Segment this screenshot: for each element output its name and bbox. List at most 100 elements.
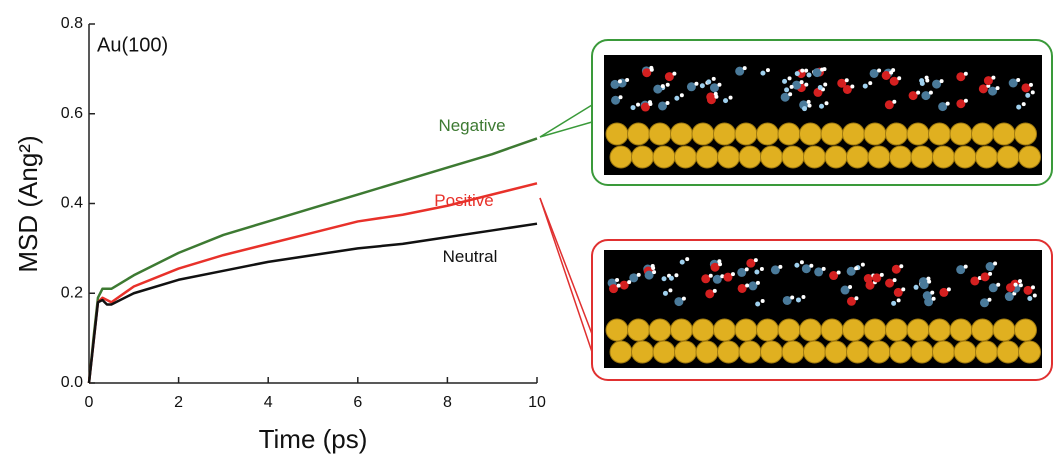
x-tick-label: 4 bbox=[264, 394, 273, 411]
gold-atom bbox=[675, 146, 697, 168]
molecule-atom bbox=[766, 68, 770, 72]
molecule-atom bbox=[729, 96, 733, 100]
gold-atom bbox=[632, 146, 654, 168]
molecule-atom bbox=[897, 76, 901, 80]
molecule-atom bbox=[901, 287, 905, 291]
molecule-atom bbox=[993, 262, 997, 266]
gold-atom bbox=[907, 319, 929, 341]
molecule-atom bbox=[651, 266, 655, 270]
gold-atom bbox=[972, 123, 994, 145]
molecule-atom bbox=[784, 87, 789, 92]
molecule-atom bbox=[804, 83, 808, 87]
gold-atom bbox=[886, 123, 908, 145]
molecule-atom bbox=[1029, 83, 1033, 87]
molecule-atom bbox=[745, 267, 749, 271]
gold-atom bbox=[997, 341, 1019, 363]
molecule-atom bbox=[807, 73, 812, 78]
molecule-atom bbox=[674, 273, 678, 277]
gold-atom bbox=[714, 123, 736, 145]
y-tick-label: 0.4 bbox=[61, 195, 83, 212]
molecule-atom bbox=[929, 91, 933, 95]
gold-atom bbox=[976, 146, 998, 168]
gold-atom bbox=[843, 123, 865, 145]
molecule-atom bbox=[754, 258, 758, 262]
molecule-atom bbox=[637, 273, 641, 277]
molecule-atom bbox=[988, 272, 992, 276]
gold-atom bbox=[671, 123, 693, 145]
molecule-atom bbox=[625, 78, 629, 82]
molecule-atom bbox=[788, 76, 792, 80]
molecule-atom bbox=[760, 267, 764, 271]
molecule-atom bbox=[808, 104, 812, 108]
molecule-atom bbox=[991, 76, 995, 80]
gold-atom bbox=[804, 341, 826, 363]
molecule-atom bbox=[796, 297, 801, 302]
molecule-atom bbox=[617, 284, 621, 288]
molecule-atom bbox=[666, 101, 670, 105]
gold-atom bbox=[735, 319, 757, 341]
molecule-atom bbox=[778, 265, 782, 269]
molecule-atom bbox=[925, 79, 929, 83]
molecule-atom bbox=[1027, 296, 1032, 301]
molecule-atom bbox=[723, 98, 728, 103]
molecule-atom bbox=[685, 257, 689, 261]
molecule-atom bbox=[668, 288, 672, 292]
molecule-atom bbox=[680, 260, 685, 265]
gold-atom bbox=[993, 123, 1015, 145]
y-tick-label: 0.6 bbox=[61, 105, 83, 122]
gold-atom bbox=[649, 319, 671, 341]
molecule-atom bbox=[861, 263, 865, 267]
molecule-atom bbox=[718, 262, 722, 266]
gold-atom bbox=[950, 319, 972, 341]
gold-atom bbox=[610, 341, 632, 363]
molecule-atom bbox=[964, 99, 968, 103]
molecule-atom bbox=[648, 102, 652, 106]
gold-atom bbox=[804, 146, 826, 168]
series-label: Negative bbox=[438, 116, 505, 135]
gold-atom bbox=[653, 146, 675, 168]
gold-atom bbox=[954, 341, 976, 363]
gold-atom bbox=[825, 146, 847, 168]
molecule-atom bbox=[743, 66, 747, 70]
gold-atom bbox=[800, 123, 822, 145]
figure: Au(100) Time (ps) MSD (Ang²) 0.00.20.40.… bbox=[0, 0, 1059, 459]
gold-atom bbox=[933, 146, 955, 168]
molecule-atom bbox=[627, 280, 631, 284]
gold-atom bbox=[868, 341, 890, 363]
molecule-atom bbox=[1018, 279, 1022, 283]
gold-atom bbox=[993, 319, 1015, 341]
gold-atom bbox=[933, 341, 955, 363]
gold-atom bbox=[847, 146, 869, 168]
molecule-atom bbox=[845, 78, 849, 82]
gold-atom bbox=[782, 146, 804, 168]
molecule-atom bbox=[788, 92, 792, 96]
molecule-atom bbox=[1019, 283, 1023, 287]
molecule-atom bbox=[800, 69, 804, 73]
molecule-atom bbox=[755, 302, 760, 307]
gold-atom bbox=[800, 319, 822, 341]
molecule-atom bbox=[800, 80, 804, 84]
x-tick-label: 2 bbox=[174, 394, 183, 411]
gold-atom bbox=[843, 319, 865, 341]
gold-atom bbox=[821, 319, 843, 341]
molecule-atom bbox=[669, 276, 674, 281]
molecule-atom bbox=[892, 100, 896, 104]
gold-atom bbox=[911, 341, 933, 363]
molecule-atom bbox=[1022, 102, 1026, 106]
gold-atom bbox=[868, 146, 890, 168]
molecule-atom bbox=[790, 85, 794, 89]
molecule-atom bbox=[927, 280, 931, 284]
molecule-atom bbox=[996, 86, 1000, 90]
molecule-atom bbox=[854, 296, 858, 300]
molecule-atom bbox=[795, 71, 800, 76]
molecule-atom bbox=[916, 91, 920, 95]
gold-atom bbox=[821, 123, 843, 145]
molecule-atom bbox=[615, 278, 619, 282]
gold-atom bbox=[825, 341, 847, 363]
y-tick-label: 0.2 bbox=[61, 284, 83, 301]
molecule-atom bbox=[940, 79, 944, 83]
molecule-atom bbox=[1014, 283, 1018, 287]
x-tick-label: 8 bbox=[443, 394, 452, 411]
molecule-atom bbox=[663, 291, 668, 296]
gold-atom bbox=[671, 319, 693, 341]
